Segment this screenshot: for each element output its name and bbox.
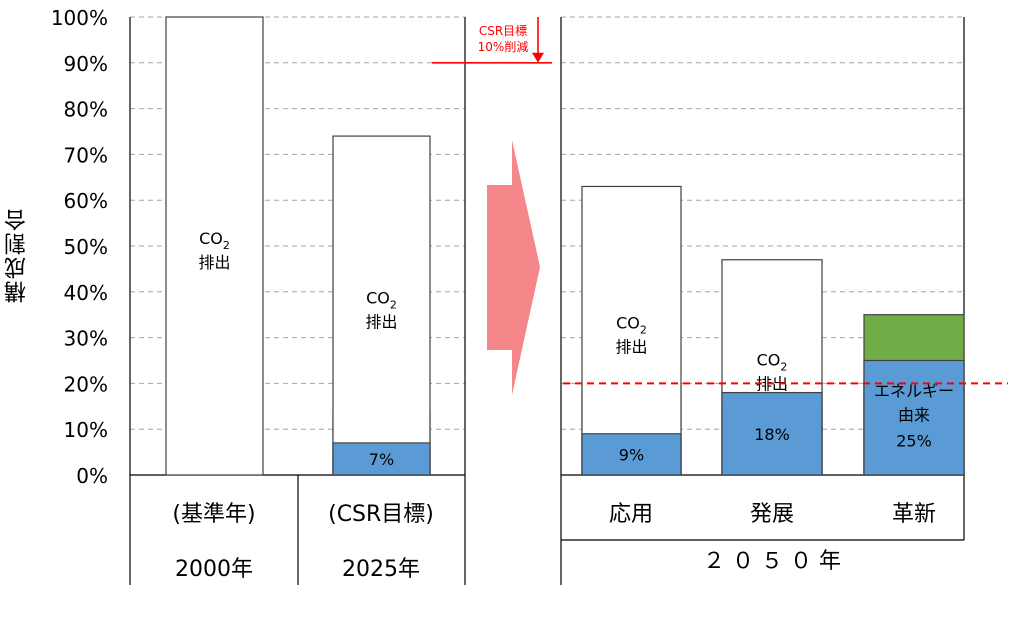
y-tick-label: 60% [64, 189, 108, 213]
segment-name-kakushin-3-line2: 由来 [898, 406, 930, 425]
year-label-2000: 2000年 [175, 557, 253, 582]
bar-segment-2000-0 [165, 16, 264, 476]
co2-label-hatten: CO2 [757, 350, 788, 373]
y-tick-label: 70% [64, 143, 108, 167]
bar-segment-ouyou-1 [581, 185, 682, 476]
y-tick-label: 30% [64, 327, 108, 351]
segment-name-kakushin-3: エネルギー [874, 382, 954, 401]
category-label-2025: (CSR目標) [328, 502, 434, 527]
y-tick-label: 0% [76, 464, 108, 488]
y-tick-label: 10% [64, 418, 108, 442]
data-label-kakushin-3: 25% [896, 432, 932, 451]
category-label-2000: (基準年) [172, 502, 255, 527]
csr-annotation-line2: 10%削減 [478, 39, 529, 54]
category-label-kakushin: 革新 [892, 502, 936, 527]
bar-segment-2025-1 [332, 135, 431, 476]
co2-label-2000: CO2 [199, 229, 230, 252]
y-tick-label: 40% [64, 281, 108, 305]
data-label-hatten-3: 18% [754, 425, 790, 444]
category-label-ouyou: 応用 [609, 502, 653, 527]
csr-annotation-line1: CSR目標 [479, 24, 527, 38]
co2-label-ouyou-line2: 排出 [615, 338, 647, 357]
bar-segment-kakushin-3 [863, 359, 965, 476]
year-label-2025: 2025年 [342, 557, 420, 582]
bar-segment-hatten-3 [721, 391, 823, 476]
co2-label-ouyou: CO2 [616, 314, 647, 337]
transition-arrow-icon [487, 140, 540, 395]
y-tick-label: 90% [64, 52, 108, 76]
y-axis-title: 構成割合 [5, 207, 30, 303]
category-label-hatten: 発展 [750, 502, 794, 527]
y-tick-label: 100% [51, 6, 108, 30]
y-tick-label: 80% [64, 98, 108, 122]
co2-label-2000-line2: 排出 [198, 253, 230, 272]
co2-label-2025-line2: 排出 [365, 313, 397, 332]
bar-segment-ouyou-3 [581, 433, 682, 476]
bar-segment-2025-3 [332, 442, 431, 476]
y-tick-label: 20% [64, 372, 108, 396]
data-label-2025-3: 7% [369, 450, 394, 469]
data-label-ouyou-3: 9% [619, 445, 644, 464]
co2-label-2025: CO2 [366, 289, 397, 312]
csr-arrow-head [532, 52, 544, 63]
y-tick-label: 50% [64, 235, 108, 259]
group-label-2050: ２ ０ ５ ０ 年 [703, 549, 841, 574]
